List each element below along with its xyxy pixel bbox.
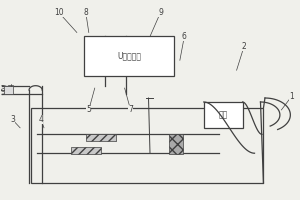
Bar [4,86,13,94]
Text: 4: 4 [39,115,44,124]
Text: 3: 3 [10,115,15,124]
Bar [86,134,116,141]
Text: 5: 5 [86,105,91,114]
Bar [204,102,243,128]
Text: 8: 8 [83,8,88,17]
Text: 9: 9 [158,8,163,17]
Text: 2: 2 [242,42,246,51]
Text: 1: 1 [290,92,294,101]
Text: 10: 10 [54,8,64,17]
Bar [31,108,263,183]
Bar [84,36,174,76]
Text: 水泵: 水泵 [218,110,228,119]
Text: 7: 7 [128,105,133,114]
Text: 6: 6 [182,32,187,41]
Bar [169,134,183,154]
Text: U型压力计: U型压力计 [117,52,141,61]
Bar [71,147,101,154]
